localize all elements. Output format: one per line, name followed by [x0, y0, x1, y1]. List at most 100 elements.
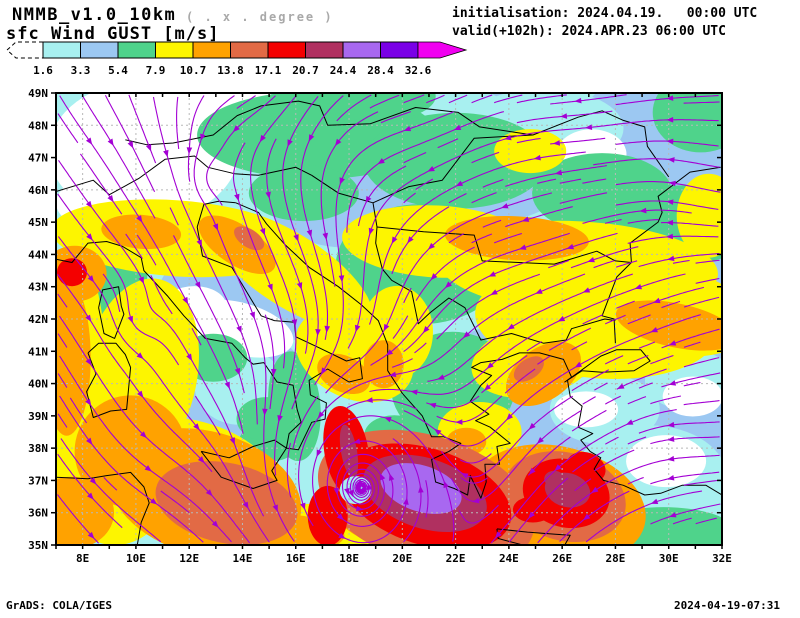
gridline-layer	[56, 93, 722, 545]
streamline-arrowhead	[234, 367, 241, 376]
streamline-arrowhead	[666, 199, 674, 205]
lat-axis-label: 49N	[28, 87, 48, 100]
streamline-arrowhead	[127, 315, 133, 324]
streamline-arrowhead	[379, 473, 386, 481]
lon-axis-label: 22E	[446, 552, 466, 565]
streamline-arrowhead	[138, 276, 144, 284]
colorbar-tick-label: 10.7	[180, 64, 207, 77]
colorbar-legend: 1.6 3.3 5.4 7.9 10.7 13.8 17.1 20.7 24.4 28.4 32.6	[4, 40, 484, 80]
streamline-arrowhead	[533, 154, 541, 161]
streamline-arrowhead	[667, 157, 675, 163]
streamline-arrowhead	[634, 284, 643, 290]
streamline-arrowhead	[430, 273, 438, 281]
streamline-arrowhead	[582, 287, 591, 293]
lat-axis-label: 43N	[28, 281, 48, 294]
streamline-arrowhead	[521, 216, 530, 222]
lon-axis-label: 20E	[392, 552, 412, 565]
streamline-arrowhead	[300, 502, 306, 511]
colorbar-tick-label: 17.1	[255, 64, 282, 77]
streamline-arrowhead	[428, 242, 435, 250]
creation-timestamp: 2024-04-19-07:31	[674, 599, 780, 612]
streamline-arrowhead	[490, 289, 498, 295]
streamline-arrowhead	[383, 323, 390, 332]
streamline-arrowhead	[316, 449, 322, 457]
streamline-arrowhead	[554, 464, 562, 471]
streamline-arrowhead	[339, 177, 345, 185]
streamline-arrowhead	[259, 134, 266, 143]
streamline-arrowhead	[224, 381, 230, 390]
streamline-arrowhead	[617, 383, 625, 389]
streamline-arrowhead	[315, 329, 321, 337]
streamline-arrowhead	[137, 390, 144, 398]
streamline-arrowhead	[591, 486, 599, 494]
streamline-arrowhead	[461, 473, 469, 479]
streamline-arrowhead	[518, 244, 527, 250]
streamline-arrowhead	[333, 487, 340, 495]
streamline-arrowhead	[434, 428, 442, 436]
streamline-arrowhead	[453, 124, 462, 131]
lon-axis-label: 16E	[286, 552, 306, 565]
streamline-arrowhead	[338, 532, 346, 539]
streamline-arrowhead	[444, 281, 452, 289]
streamline-arrowhead	[365, 397, 373, 403]
lon-axis-label: 24E	[499, 552, 519, 565]
grid-resolution-note: ( . x . degree )	[186, 10, 334, 24]
streamline-arrowhead	[407, 236, 414, 244]
streamline-arrowhead	[267, 283, 273, 292]
streamline-arrowhead	[666, 95, 674, 101]
streamline-arrowhead	[669, 512, 677, 518]
streamline-arrowhead	[560, 113, 568, 119]
streamline-arrowhead	[388, 473, 395, 481]
colorbar-tick-label: 13.8	[217, 64, 244, 77]
streamline-arrowhead	[427, 166, 435, 172]
streamline-arrowhead	[85, 398, 92, 406]
lat-axis-label: 44N	[28, 248, 48, 261]
streamline-arrowhead	[265, 191, 271, 199]
streamline-arrowhead	[488, 271, 496, 277]
streamline-arrowhead	[272, 504, 278, 512]
streamline-arrowhead	[85, 314, 92, 322]
streamline-arrowhead	[197, 456, 205, 464]
streamline-arrowhead	[472, 497, 480, 504]
streamline-arrowhead	[136, 352, 144, 360]
streamline-arrowhead	[410, 389, 418, 396]
streamline-arrowhead	[136, 215, 143, 223]
initialisation-time: initialisation: 2024.04.19. 00:00 UTC	[452, 6, 758, 21]
streamline-arrowhead	[194, 281, 201, 289]
lon-axis-label: 32E	[712, 552, 732, 565]
colorbar-svg: 1.6 3.3 5.4 7.9 10.7 13.8 17.1 20.7 24.4 28.4 32.6	[6, 41, 468, 77]
streamline-arrowhead	[437, 374, 445, 380]
streamline-arrowhead	[666, 116, 674, 123]
streamline-arrowhead	[259, 228, 266, 236]
field-label: sfc Wind GUST [m/s]	[6, 24, 220, 44]
lat-axis-label: 35N	[28, 539, 48, 552]
streamline-arrowhead	[127, 140, 134, 149]
streamline-arrowhead	[344, 487, 350, 496]
streamline-arrowhead	[385, 349, 394, 356]
streamline-arrowhead	[262, 408, 268, 416]
streamline-arrowhead	[365, 195, 372, 204]
streamline-arrowhead	[232, 125, 240, 133]
streamline-arrowhead	[324, 325, 331, 333]
streamline-arrowhead	[483, 384, 492, 391]
streamline-arrowhead	[583, 513, 591, 521]
streamline-arrowhead	[242, 501, 249, 509]
streamline-arrowhead	[528, 422, 536, 430]
streamline-arrowhead	[145, 144, 152, 152]
lat-axis-label: 48N	[28, 119, 48, 132]
streamline-arrowhead	[317, 411, 325, 419]
streamline-arrowhead	[377, 158, 385, 165]
colorbar-tick-label: 20.7	[292, 64, 319, 77]
streamline-arrowhead	[306, 229, 313, 238]
map-inner	[56, 93, 722, 545]
streamline-arrowhead	[507, 323, 515, 330]
streamline-arrowhead	[455, 419, 463, 425]
lon-axis-label: 30E	[659, 552, 679, 565]
colorbar-overflow-arrow	[417, 41, 468, 59]
streamline-arrowhead	[291, 319, 298, 327]
lon-axis-label: 26E	[552, 552, 572, 565]
streamline-arrowhead	[200, 133, 206, 141]
streamline-arrowhead	[212, 223, 219, 231]
streamline-arrowhead	[85, 137, 93, 145]
